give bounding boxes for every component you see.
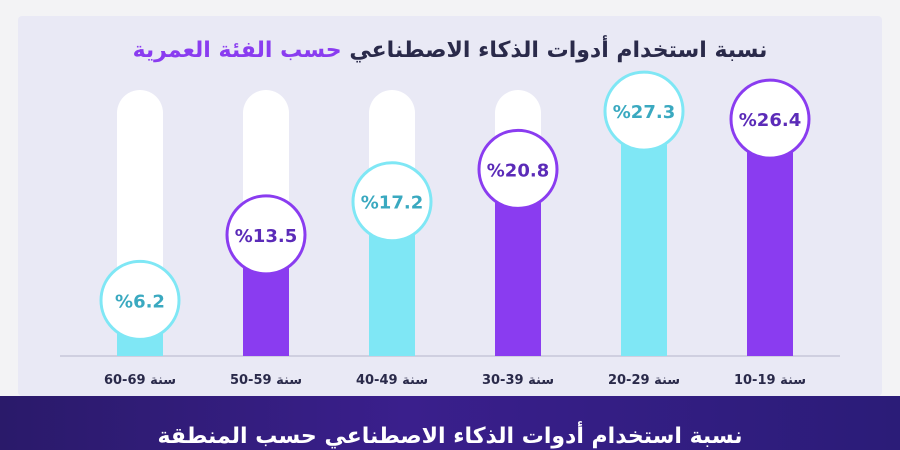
bar-chart: %26.4 10-19 سنة %27.3 20-29 سنة %20.8 30-39 س… [60,70,840,388]
footer-title: نسبة استخدام أدوات الذكاء الاصطناعي حسب … [157,424,743,449]
footer-banner [0,396,900,450]
chart-title-main: نسبة استخدام أدوات الذكاء الاصطناعي [349,38,768,63]
category-label: 20-29 سنة [608,373,680,388]
data-label: %20.8 [487,160,549,181]
value-bubble [99,259,181,341]
data-label: %13.5 [235,226,297,247]
value-bubble [225,194,307,276]
category-label: 40-49 سنة [356,373,428,388]
data-label: %17.2 [361,193,423,214]
bar [621,111,667,356]
value-bubble [603,70,685,152]
data-label: %26.4 [739,110,801,131]
data-label: %27.3 [613,102,675,123]
category-label: 50-59 سنة [230,373,302,388]
chart-title: نسبة استخدام أدوات الذكاء الاصطناعي حسب … [0,38,900,63]
chart-title-highlight: حسب الفئة العمرية [132,38,342,63]
value-bubble [477,128,559,210]
category-label: 60-69 سنة [104,373,176,388]
category-label: 10-19 سنة [734,373,806,388]
value-bubble [729,78,811,160]
data-label: %6.2 [115,291,165,312]
category-label: 30-39 سنة [482,373,554,388]
value-bubble [351,161,433,243]
